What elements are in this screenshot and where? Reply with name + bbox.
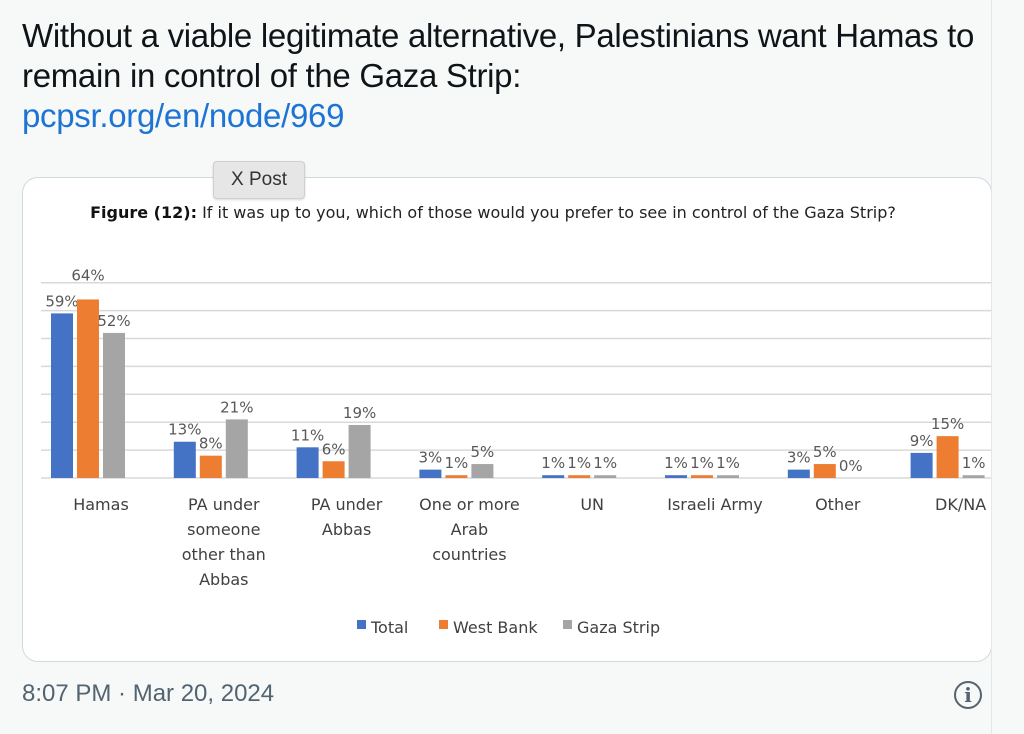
data-label: 11%: [291, 426, 324, 444]
data-label: 3%: [419, 449, 443, 467]
bar-total: [296, 447, 319, 478]
data-label: 52%: [97, 312, 130, 330]
data-label: 8%: [199, 435, 223, 453]
bar-west-bank: [77, 299, 99, 478]
data-label: 1%: [445, 454, 469, 472]
data-label: 21%: [220, 398, 253, 416]
bar-west-bank: [691, 475, 713, 478]
data-label: 6%: [322, 440, 346, 458]
data-label: 1%: [962, 454, 986, 472]
data-label: 1%: [664, 454, 688, 472]
bar-total: [665, 475, 687, 478]
bar-gaza-strip: [962, 475, 985, 478]
bar-west-bank: [322, 461, 345, 478]
bar-west-bank: [445, 475, 468, 478]
tweet-body: Without a viable legitimate alternative,…: [22, 17, 975, 94]
chart-title-bold: Figure (12):: [90, 203, 197, 222]
tweet-timestamp[interactable]: 8:07 PM · Mar 20, 2024: [22, 680, 275, 707]
category-label: DK/NA: [935, 495, 986, 514]
category-label: Other: [815, 495, 861, 514]
category-label: Arab: [451, 520, 488, 539]
data-label: 5%: [471, 443, 495, 461]
bar-total: [173, 441, 196, 478]
category-label: Israeli Army: [667, 495, 763, 514]
category-label: Abbas: [322, 520, 371, 539]
data-label: 0%: [839, 457, 863, 475]
bar-gaza-strip: [471, 464, 494, 478]
bar-total: [419, 469, 442, 478]
bar-total: [542, 475, 565, 478]
data-label: 1%: [541, 454, 565, 472]
legend-label: Total: [370, 618, 408, 637]
bar-total: [51, 313, 73, 478]
category-label: One or more: [419, 495, 520, 514]
legend-label: West Bank: [453, 618, 538, 637]
data-label: 1%: [567, 454, 591, 472]
data-label: 19%: [343, 404, 376, 422]
category-label: countries: [432, 545, 506, 564]
x-post-tooltip: X Post: [213, 161, 305, 199]
chart-title-text: If it was up to you, which of those woul…: [202, 203, 896, 222]
category-label: PA under: [188, 495, 260, 514]
legend-swatch: [357, 620, 366, 629]
bar-gaza-strip: [225, 419, 248, 478]
info-icon[interactable]: i: [954, 681, 982, 709]
category-label: Abbas: [199, 570, 248, 589]
bar-west-bank: [813, 464, 836, 478]
legend-swatch: [439, 620, 448, 629]
chart-image-card[interactable]: Figure (12): If it was up to you, which …: [22, 177, 992, 662]
bar-west-bank: [936, 436, 959, 478]
data-label: 1%: [593, 454, 617, 472]
legend-label: Gaza Strip: [577, 618, 660, 637]
tweet-link[interactable]: pcpsr.org/en/node/969: [22, 97, 345, 134]
bar-west-bank: [568, 475, 591, 478]
data-label: 1%: [716, 454, 740, 472]
category-label: Hamas: [73, 495, 129, 514]
bar-gaza-strip: [348, 424, 371, 478]
bar-chart: 59% 64% 52% Hamas 13%8% 21% PA under someone oth…: [41, 266, 991, 637]
category-label: UN: [580, 495, 604, 514]
scrollbar-area[interactable]: [991, 0, 1024, 734]
bar-gaza-strip: [594, 475, 617, 478]
data-label: 1%: [690, 454, 714, 472]
chart-title: Figure (12): If it was up to you, which …: [23, 200, 963, 225]
data-label: 13%: [168, 421, 201, 439]
data-label: 64%: [71, 266, 104, 284]
bar-total: [787, 469, 810, 478]
legend-swatch: [563, 620, 572, 629]
category-label: PA under: [311, 495, 383, 514]
tweet-text: Without a viable legitimate alternative,…: [22, 16, 982, 136]
data-label: 5%: [813, 443, 837, 461]
data-label: 59%: [45, 292, 78, 310]
data-label: 9%: [910, 432, 934, 450]
category-label: someone: [187, 520, 260, 539]
data-label: 15%: [931, 415, 964, 433]
bar-west-bank: [199, 455, 222, 478]
bar-gaza-strip: [717, 475, 739, 478]
category-label: other than: [182, 545, 266, 564]
bar-total: [910, 452, 933, 478]
data-label: 3%: [787, 449, 811, 467]
bar-gaza-strip: [103, 332, 125, 478]
